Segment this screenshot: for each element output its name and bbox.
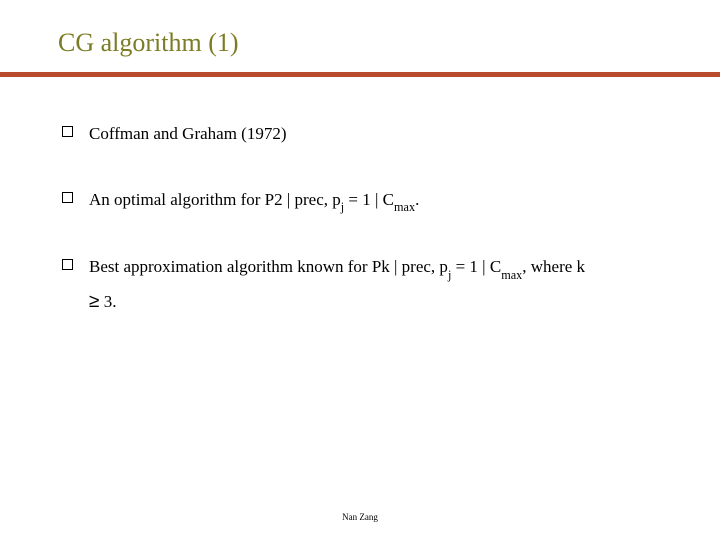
slide-title: CG algorithm (1) <box>58 28 720 58</box>
bullet-text-3: Best approximation algorithm known for P… <box>89 254 680 316</box>
bullet-item-3: Best approximation algorithm known for P… <box>62 254 680 316</box>
square-bullet-icon <box>62 126 73 137</box>
square-bullet-icon <box>62 192 73 203</box>
bullet-text-1: Coffman and Graham (1972) <box>89 121 680 147</box>
footer-author: Nan Zang <box>0 512 720 522</box>
slide: CG algorithm (1) Coffman and Graham (197… <box>0 0 720 540</box>
bullet-item-2: An optimal algorithm for P2 | prec, pj =… <box>62 187 680 215</box>
body-area: Coffman and Graham (1972) An optimal alg… <box>0 77 720 316</box>
bullet-item-1: Coffman and Graham (1972) <box>62 121 680 147</box>
title-area: CG algorithm (1) <box>0 0 720 58</box>
square-bullet-icon <box>62 259 73 270</box>
bullet-text-2: An optimal algorithm for P2 | prec, pj =… <box>89 187 680 215</box>
